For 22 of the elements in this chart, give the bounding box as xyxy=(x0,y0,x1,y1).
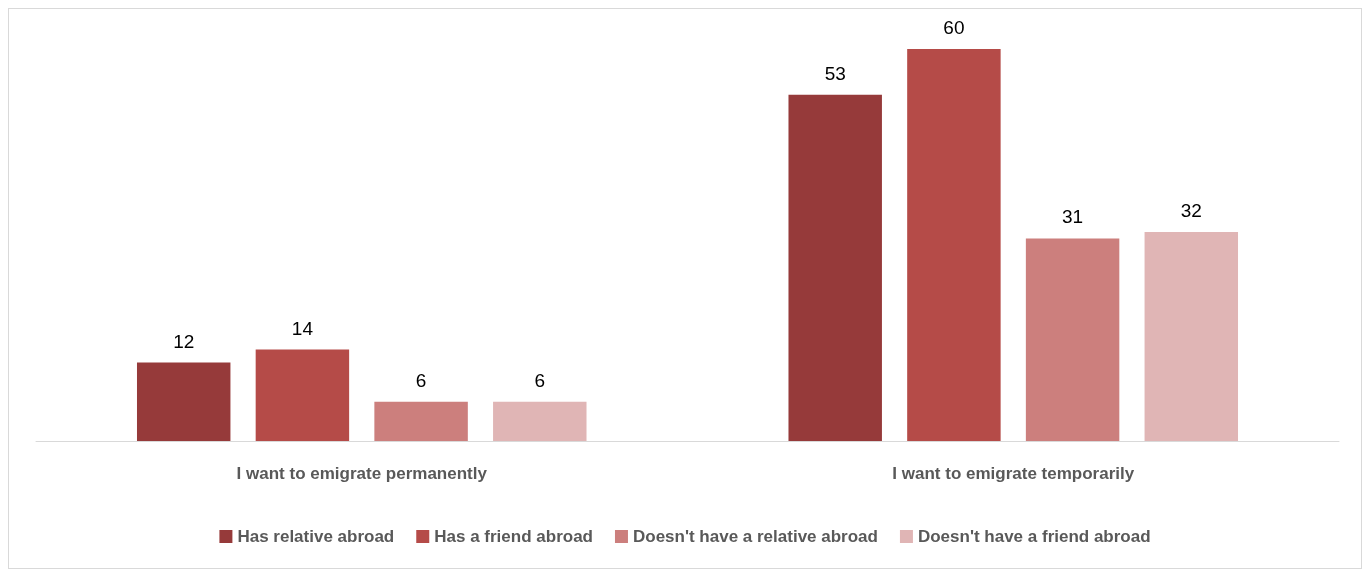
bar xyxy=(374,401,468,441)
data-label: 6 xyxy=(534,369,546,391)
legend-label: Doesn't have a friend abroad xyxy=(917,527,1151,546)
data-label: 53 xyxy=(824,62,846,84)
bar xyxy=(788,94,882,441)
bar xyxy=(1025,238,1120,441)
data-label: 6 xyxy=(415,369,427,391)
data-label: 60 xyxy=(943,17,965,38)
legend-label: Doesn't have a relative abroad xyxy=(632,527,878,546)
data-label: 14 xyxy=(291,317,314,339)
x-tick-label: I want to emigrate temporarily xyxy=(892,464,1135,483)
bar xyxy=(1144,231,1239,441)
bar xyxy=(907,49,1001,441)
x-tick-label: I want to emigrate permanently xyxy=(236,464,488,483)
data-label: 32 xyxy=(1180,199,1202,221)
data-label: 12 xyxy=(173,330,195,352)
legend-label: Has relative abroad xyxy=(237,527,395,546)
legend-label: Has a friend abroad xyxy=(434,527,593,546)
data-label: 31 xyxy=(1062,206,1084,228)
bar xyxy=(493,401,587,441)
bar xyxy=(136,362,231,441)
bar xyxy=(255,349,350,441)
